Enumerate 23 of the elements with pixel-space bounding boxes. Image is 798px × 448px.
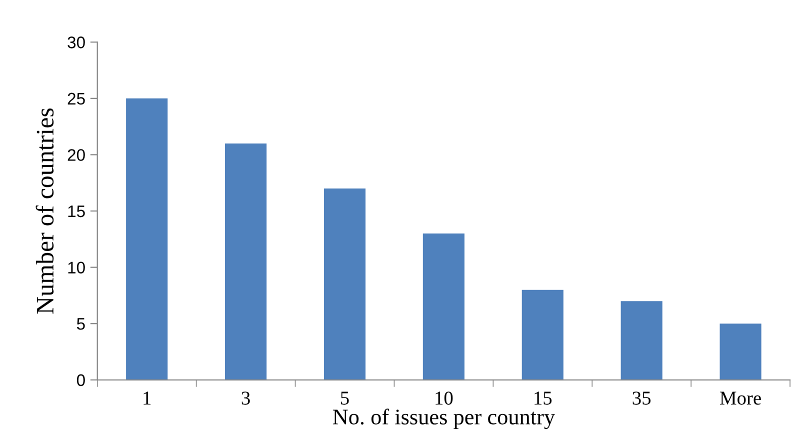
x-axis-title: No. of issues per country [332, 408, 555, 430]
x-tick-label: 10 [436, 392, 453, 405]
bar [522, 290, 564, 380]
bar [324, 188, 366, 380]
y-tick-label: 10 [68, 262, 85, 274]
y-tick-label: 20 [68, 149, 85, 161]
x-tick-label: 3 [242, 392, 250, 405]
bar [225, 143, 267, 380]
y-tick-label: 0 [76, 374, 85, 386]
x-tick-label: 1 [144, 392, 151, 405]
y-axis-title: Number of countries [36, 108, 54, 314]
y-tick-label: 25 [68, 92, 85, 105]
bar [720, 324, 762, 380]
bar [620, 301, 662, 380]
x-tick-label: More [720, 392, 761, 405]
y-tick-label: 15 [68, 206, 85, 218]
x-tick-label: 15 [534, 392, 552, 405]
y-tick-label: 5 [76, 318, 85, 330]
bar [126, 98, 168, 380]
y-tick-label: 30 [68, 36, 85, 48]
bar [422, 234, 464, 380]
x-tick-label: 5 [341, 392, 349, 405]
x-tick-label: 35 [632, 392, 651, 405]
